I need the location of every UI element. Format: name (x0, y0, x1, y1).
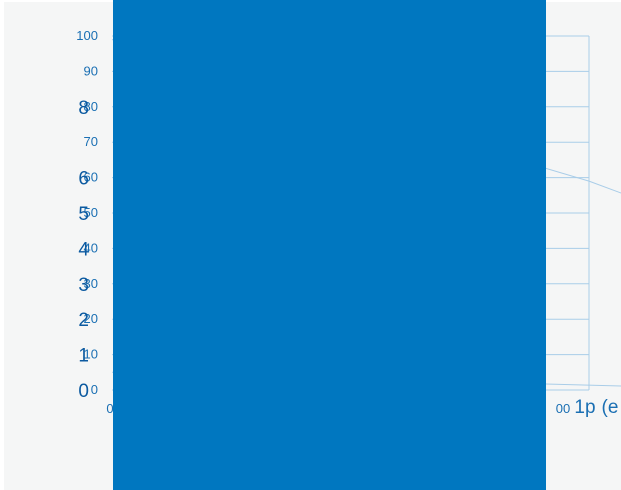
y-tick-label: 80 (84, 99, 98, 114)
x-tick-label: 1p (574, 397, 595, 418)
y-tick-label: 40 (84, 240, 98, 255)
x-tick-label: 0 (106, 401, 113, 416)
y-tick-label-large: 6 (78, 169, 89, 190)
y-tick-label: 0 (91, 382, 98, 397)
x-tick-label: (e (602, 397, 619, 418)
y-tick-label-large: 0 (78, 381, 89, 402)
overlay-block (113, 0, 546, 490)
y-tick-label: 100 (76, 28, 98, 43)
y-tick-label: 50 (84, 205, 98, 220)
y-tick-label-large: 3 (78, 275, 89, 296)
y-tick-label: 70 (84, 134, 98, 149)
y-tick-label-large: 1 (78, 346, 89, 367)
y-tick-label-large: 4 (78, 239, 89, 260)
y-tick-label-large: 8 (78, 98, 89, 119)
y-tick-label-large: 2 (78, 310, 89, 331)
y-tick-label: 60 (84, 170, 98, 185)
y-tick-label: 20 (84, 311, 98, 326)
y-tick-label: 10 (84, 347, 98, 362)
y-tick-label: 30 (84, 276, 98, 291)
x-tick-label: 00 (556, 401, 570, 416)
y-tick-label-large: 5 (78, 204, 89, 225)
y-tick-label: 90 (84, 63, 98, 78)
